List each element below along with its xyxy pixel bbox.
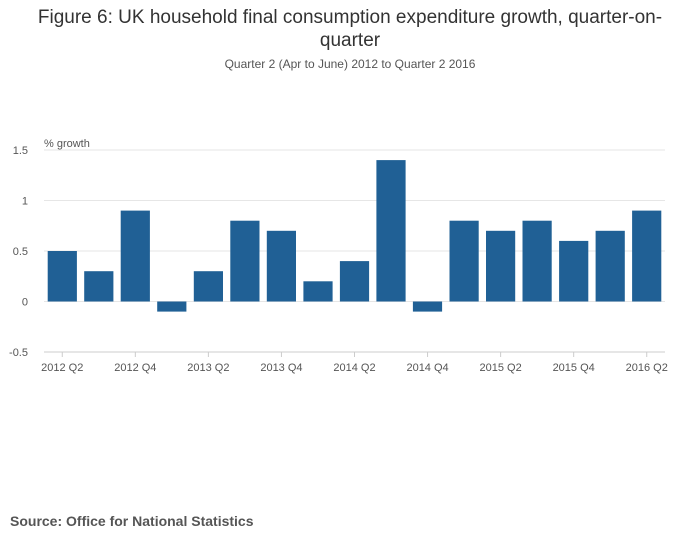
x-tick-label: 2012 Q4 [114, 362, 156, 374]
x-tick-label: 2012 Q2 [41, 362, 83, 374]
chart-subtitle: Quarter 2 (Apr to June) 2012 to Quarter … [224, 57, 476, 71]
y-tick-label: 1 [22, 196, 28, 208]
bar-2014-q3 [376, 160, 406, 302]
bar-2013-q2 [193, 271, 223, 302]
bar-2015-q3 [522, 220, 552, 302]
x-tick-label: 2014 Q2 [333, 362, 375, 374]
bar-2015-q1 [449, 220, 479, 302]
x-tick-label: 2016 Q2 [626, 362, 668, 374]
bar-2016-q1 [595, 230, 625, 302]
chart-title: Figure 6: UK household final consumption… [37, 7, 663, 51]
bar-2012-q2 [47, 251, 77, 302]
bar-2014-q4 [412, 301, 443, 312]
y-axis-label: % growth [44, 138, 90, 150]
bar-2013-q1 [157, 301, 187, 312]
bar-2014-q2 [339, 261, 370, 302]
bar-2012-q4 [120, 210, 150, 302]
bars [47, 160, 662, 312]
y-axis-tick-labels: -0.5 0 0.5 1 1.5 [9, 145, 28, 359]
bar-2012-q3 [84, 271, 114, 302]
x-axis-ticks: 2012 Q2 2012 Q4 2013 Q2 2013 Q4 2014 Q2 2014 … [41, 352, 668, 374]
y-tick-label: 1.5 [13, 145, 28, 157]
bar-2013-q3 [230, 220, 260, 302]
bar-2013-q4 [266, 230, 296, 302]
y-tick-label: 0.5 [13, 246, 28, 258]
x-tick-label: 2013 Q2 [187, 362, 229, 374]
x-tick-label: 2013 Q4 [260, 362, 302, 374]
y-tick-label: -0.5 [9, 347, 28, 359]
x-tick-label: 2014 Q4 [406, 362, 448, 374]
bar-2015-q2 [486, 230, 516, 302]
x-tick-label: 2015 Q2 [480, 362, 522, 374]
source-note: Source: Office for National Statistics [10, 513, 254, 529]
x-tick-label: 2015 Q4 [553, 362, 595, 374]
bar-2014-q1 [303, 281, 333, 302]
bar-2015-q4 [559, 240, 589, 302]
bar-2016-q2 [632, 210, 662, 302]
y-tick-label: 0 [22, 297, 28, 309]
